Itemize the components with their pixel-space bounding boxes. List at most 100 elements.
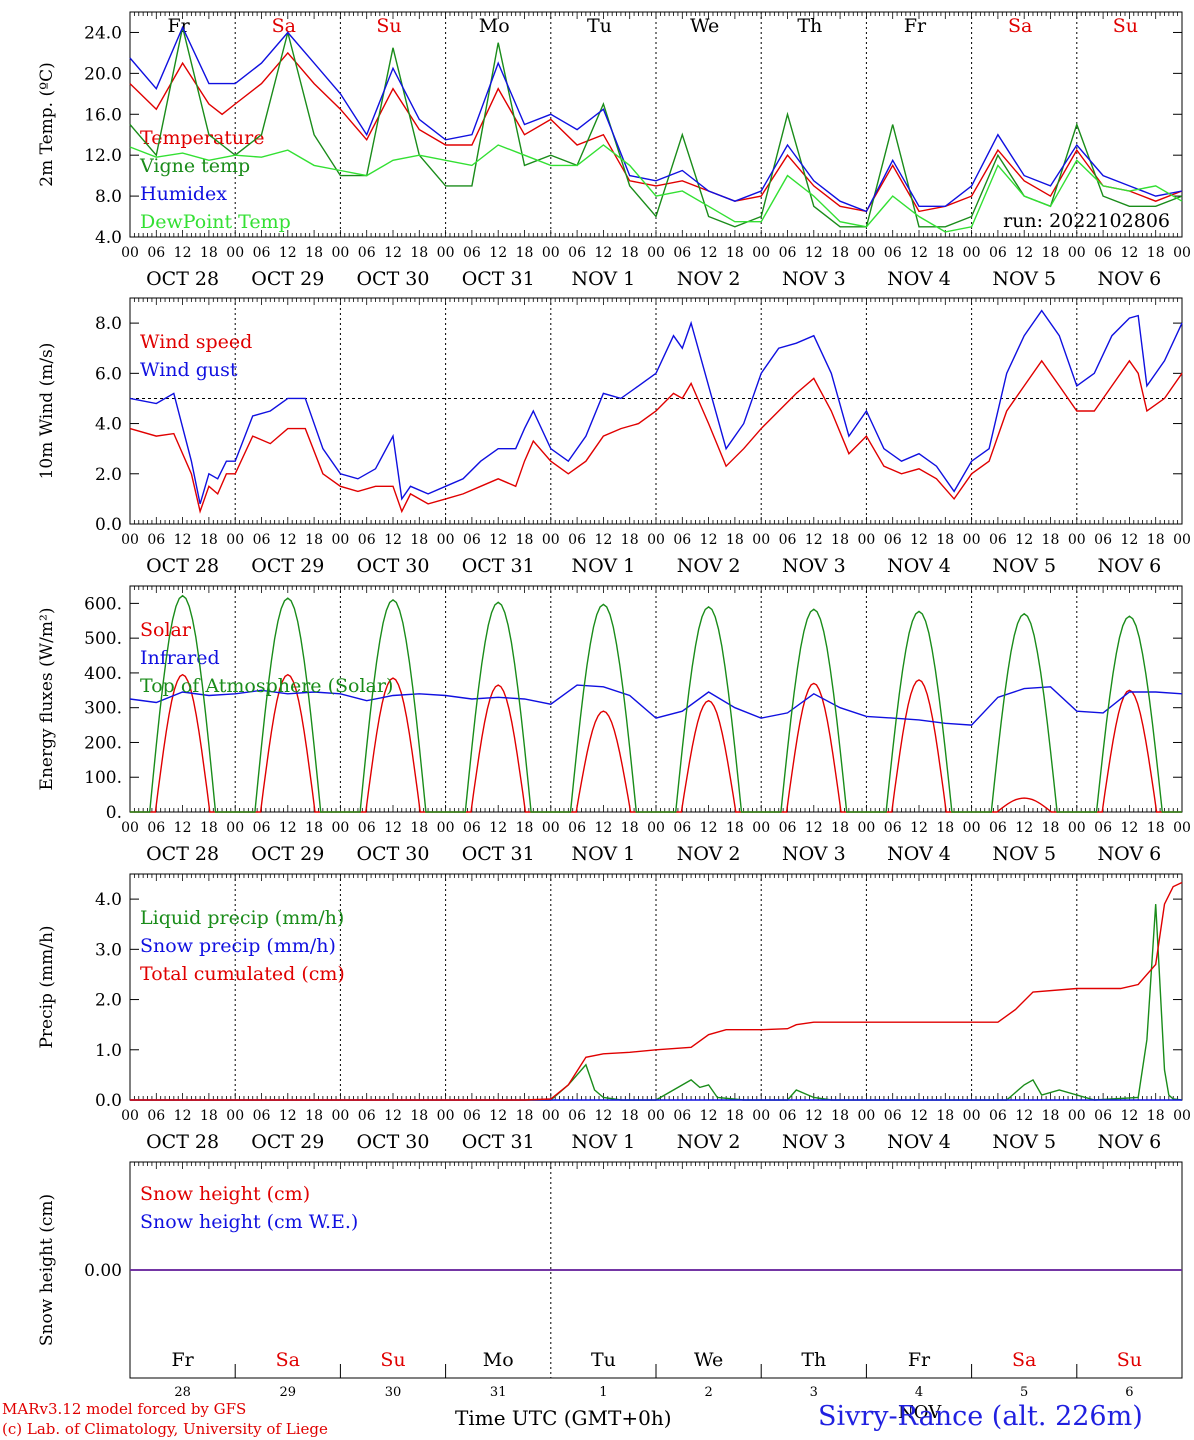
hour-label: 12 bbox=[1120, 245, 1138, 261]
hour-label: 06 bbox=[568, 532, 586, 548]
chart-panel-1: 4.0 8.0 12.0 16.0 20.0 24.0 2m Temp. (ºC) Fr Sa S… bbox=[37, 11, 1191, 290]
date-label: NOV 1 bbox=[572, 843, 636, 865]
hour-label: 00 bbox=[647, 532, 665, 548]
hour-label: 06 bbox=[147, 1108, 165, 1124]
y-axis-label: 10m Wind (m/s) bbox=[37, 343, 57, 480]
hour-label: 00 bbox=[1173, 245, 1191, 261]
legend-entry: Wind gust bbox=[140, 359, 238, 381]
hour-label: 06 bbox=[1094, 245, 1112, 261]
day-label: Mo bbox=[479, 15, 510, 37]
legend-entry: Wind speed bbox=[140, 331, 252, 353]
date-label: NOV 6 bbox=[1098, 1131, 1162, 1153]
hour-label: 00 bbox=[542, 820, 560, 836]
day-label: Sa bbox=[276, 1349, 300, 1371]
date-label: NOV 6 bbox=[1098, 555, 1162, 577]
hour-label: 18 bbox=[831, 1108, 849, 1124]
hour-label: 00 bbox=[1068, 1108, 1086, 1124]
date-label: NOV 1 bbox=[572, 268, 636, 290]
station-name: Sivry-Rance (alt. 226m) bbox=[818, 1401, 1143, 1432]
legend-entry: Solar bbox=[140, 619, 192, 641]
hour-label: 06 bbox=[463, 820, 481, 836]
hour-label: 12 bbox=[805, 1108, 823, 1124]
day-label: Th bbox=[801, 1349, 826, 1371]
date-label: OCT 30 bbox=[356, 555, 429, 577]
hour-label: 12 bbox=[910, 245, 928, 261]
hour-label: 12 bbox=[1015, 820, 1033, 836]
hour-label: 18 bbox=[1042, 820, 1060, 836]
date-label: NOV 4 bbox=[887, 1131, 951, 1153]
hour-label: 12 bbox=[910, 1108, 928, 1124]
y-tick-label: 8.0 bbox=[95, 314, 122, 334]
day-label: Su bbox=[1113, 15, 1138, 37]
series-line-total-cumulated-cm- bbox=[130, 881, 1183, 1101]
hour-label: 18 bbox=[1147, 1108, 1165, 1124]
hour-label: 06 bbox=[989, 245, 1007, 261]
hour-label: 18 bbox=[1147, 820, 1165, 836]
hour-label: 12 bbox=[805, 820, 823, 836]
day-label: Fr bbox=[904, 15, 927, 37]
legend-entry: Snow precip (mm/h) bbox=[140, 935, 336, 957]
hour-label: 00 bbox=[1068, 532, 1086, 548]
hour-label: 12 bbox=[910, 820, 928, 836]
series-line-temperature bbox=[129, 51, 1183, 213]
hour-label: 00 bbox=[752, 1108, 770, 1124]
date-label: NOV 6 bbox=[1098, 843, 1162, 865]
date-label: NOV 1 bbox=[572, 555, 636, 577]
hour-label: 06 bbox=[463, 532, 481, 548]
hour-label: 00 bbox=[121, 820, 139, 836]
hour-label: 18 bbox=[516, 820, 534, 836]
hour-label: 00 bbox=[963, 1108, 981, 1124]
hour-label: 00 bbox=[647, 820, 665, 836]
hour-label: 00 bbox=[226, 1108, 244, 1124]
hour-label: 18 bbox=[831, 532, 849, 548]
chart-panel-3: 0. 100. 200. 300. 400. 500. 600. Energy fluxes … bbox=[37, 585, 1191, 865]
y-tick-label: 4.0 bbox=[95, 890, 122, 910]
hour-label: 00 bbox=[1068, 245, 1086, 261]
day-number: 1 bbox=[599, 1385, 607, 1400]
hour-label: 00 bbox=[857, 820, 875, 836]
hour-label: 18 bbox=[410, 245, 428, 261]
hour-label: 12 bbox=[594, 245, 612, 261]
date-label: OCT 28 bbox=[146, 268, 219, 290]
hour-label: 12 bbox=[279, 820, 297, 836]
day-label: Sa bbox=[1008, 15, 1032, 37]
hour-label: 18 bbox=[936, 1108, 954, 1124]
date-label: NOV 2 bbox=[677, 1131, 741, 1153]
hour-label: 00 bbox=[226, 532, 244, 548]
date-label: NOV 3 bbox=[782, 843, 846, 865]
legend-entry: Top of Atmosphere (Solar) bbox=[140, 675, 393, 697]
plot-frame bbox=[129, 585, 1183, 813]
series-line-dewpoint-temp bbox=[129, 144, 1183, 233]
series-line-top-of-atmosphere-solar- bbox=[130, 594, 1182, 813]
y-tick-label: 300. bbox=[84, 699, 122, 719]
hour-label: 00 bbox=[1173, 820, 1191, 836]
hour-label: 18 bbox=[726, 820, 744, 836]
hour-label: 06 bbox=[779, 532, 797, 548]
date-label: OCT 31 bbox=[462, 1131, 535, 1153]
hour-label: 18 bbox=[305, 245, 323, 261]
hour-label: 00 bbox=[331, 820, 349, 836]
date-label: NOV 5 bbox=[992, 555, 1056, 577]
legend-entry: Snow height (cm) bbox=[140, 1183, 310, 1205]
y-tick-label: 0.0 bbox=[95, 1091, 122, 1111]
hour-label: 12 bbox=[805, 245, 823, 261]
hour-label: 06 bbox=[989, 1108, 1007, 1124]
date-label: NOV 5 bbox=[992, 268, 1056, 290]
hour-label: 00 bbox=[226, 245, 244, 261]
hour-label: 06 bbox=[568, 1108, 586, 1124]
y-axis-label: 2m Temp. (ºC) bbox=[37, 62, 57, 187]
hour-label: 06 bbox=[147, 245, 165, 261]
hour-label: 00 bbox=[1173, 1108, 1191, 1124]
day-number: 4 bbox=[915, 1385, 923, 1400]
day-label: Fr bbox=[167, 15, 190, 37]
hour-label: 12 bbox=[489, 820, 507, 836]
hour-label: 12 bbox=[489, 1108, 507, 1124]
series-line-humidex bbox=[129, 25, 1183, 213]
date-label: OCT 31 bbox=[462, 268, 535, 290]
hour-label: 06 bbox=[779, 245, 797, 261]
date-label: NOV 1 bbox=[572, 1131, 636, 1153]
date-label: NOV 4 bbox=[887, 843, 951, 865]
hour-label: 00 bbox=[437, 532, 455, 548]
day-number: 5 bbox=[1020, 1385, 1028, 1400]
hour-label: 12 bbox=[489, 245, 507, 261]
